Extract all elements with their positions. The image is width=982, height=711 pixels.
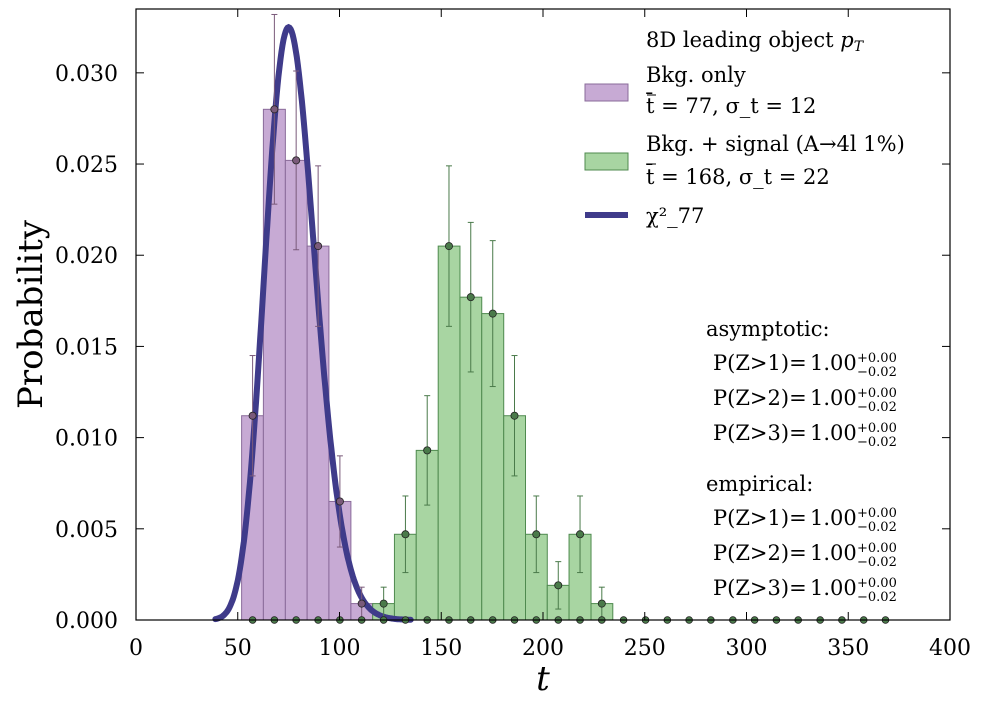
annotation-upper: +0.00: [857, 576, 897, 591]
annotation-row-label: P(Z>3)=: [713, 576, 807, 600]
annotation-value: 1.00: [810, 386, 857, 410]
background-point: [270, 105, 279, 114]
signal-point: [510, 411, 519, 420]
signal-point: [444, 242, 453, 251]
annotation-upper: +0.00: [857, 351, 897, 366]
x-tick-label: 250: [624, 636, 666, 661]
signal-point: [488, 309, 497, 318]
legend-swatch-signal: [584, 152, 629, 171]
signal-point: [401, 530, 410, 539]
annotation-row-label: P(Z>3)=: [713, 421, 807, 445]
annotation-lower: −0.02: [857, 520, 897, 535]
background-point: [292, 156, 301, 165]
chi2-curve: [212, 23, 414, 623]
signal-point: [466, 293, 475, 302]
signal-point: [379, 599, 388, 608]
annotation-value: 1.00: [810, 506, 857, 530]
legend-sub-signal: t̄ = 168, σ_t = 22: [645, 163, 829, 189]
y-tick-label: 0.025: [55, 153, 118, 178]
x-tick-label: 100: [319, 636, 361, 661]
annotation-row-label: P(Z>2)=: [713, 386, 807, 410]
y-tick-label: 0.010: [55, 427, 118, 452]
x-tick-label: 300: [726, 636, 768, 661]
annotation-value: 1.00: [810, 351, 857, 375]
signal-point: [554, 581, 563, 590]
background-point: [335, 497, 344, 506]
y-tick-label: 0.000: [55, 609, 118, 634]
signal-point: [423, 446, 432, 455]
annotation-title: empirical:: [706, 472, 813, 496]
annotation-lower: −0.02: [857, 590, 897, 605]
annotation-lower: −0.02: [857, 365, 897, 380]
annotation-row-label: P(Z>1)=: [713, 351, 807, 375]
annotation-lower: −0.02: [857, 400, 897, 415]
y-tick-label: 0.015: [55, 335, 118, 360]
x-tick-label: 400: [929, 636, 971, 661]
legend-label-chi2: χ²_77: [646, 204, 704, 228]
annotation-upper: +0.00: [857, 506, 897, 521]
annotation-row-label: P(Z>2)=: [713, 541, 807, 565]
annotation-value: 1.00: [810, 576, 857, 600]
x-tick-label: 0: [129, 636, 143, 661]
background-point: [248, 411, 257, 420]
legend-title: 8D leading object pT: [646, 28, 865, 55]
annotation-title: asymptotic:: [706, 317, 830, 341]
annotation-lower: −0.02: [857, 555, 897, 570]
y-axis-title: Probability: [11, 219, 51, 409]
x-tick-label: 50: [224, 636, 252, 661]
annotation-upper: +0.00: [857, 541, 897, 556]
background-point: [314, 242, 323, 251]
legend-label-background: Bkg. only: [646, 63, 746, 87]
signal-point: [597, 599, 606, 608]
background-point: [357, 599, 366, 608]
x-tick-label: 200: [522, 636, 564, 661]
annotation-row-label: P(Z>1)=: [713, 506, 807, 530]
x-tick-label: 350: [827, 636, 869, 661]
y-tick-label: 0.030: [55, 62, 118, 87]
annotation-lower: −0.02: [857, 435, 897, 450]
x-axis-title: t: [536, 659, 550, 699]
signal-point: [532, 530, 541, 539]
x-tick-label: 150: [420, 636, 462, 661]
y-tick-label: 0.020: [55, 244, 118, 269]
annotation-upper: +0.00: [857, 386, 897, 401]
legend-sub-background: t̄ = 77, σ_t = 12: [645, 92, 816, 118]
annotation-value: 1.00: [810, 541, 857, 565]
legend-label-signal: Bkg. + signal (A→4l 1%): [646, 132, 905, 156]
annotation-upper: +0.00: [857, 421, 897, 436]
signal-point: [576, 530, 585, 539]
annotation-value: 1.00: [810, 421, 857, 445]
y-tick-label: 0.005: [55, 518, 118, 543]
legend-swatch-background: [584, 83, 629, 102]
